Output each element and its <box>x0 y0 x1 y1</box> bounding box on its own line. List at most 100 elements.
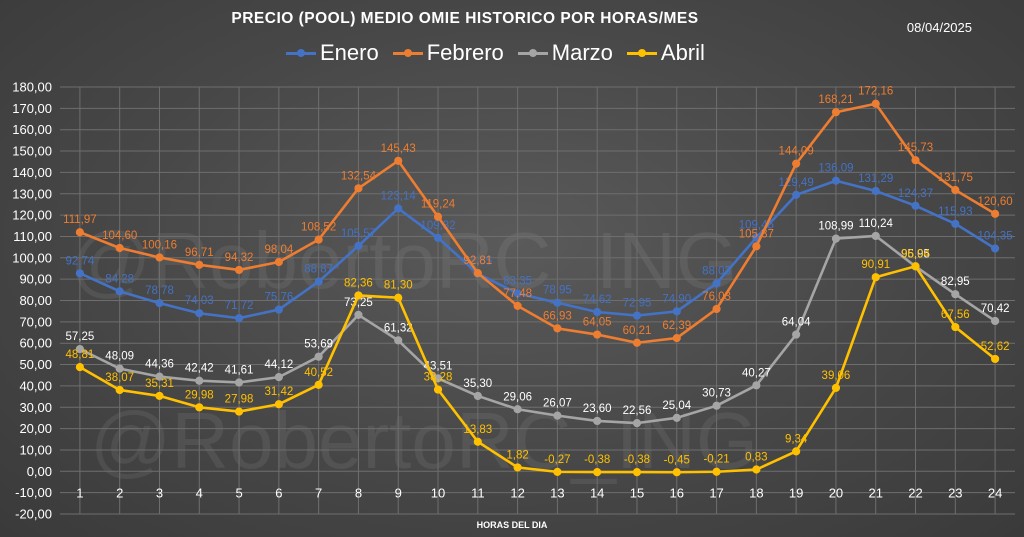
data-point <box>195 376 204 385</box>
data-point <box>115 385 124 395</box>
data-label: 104,35 <box>978 231 1013 243</box>
data-point <box>433 212 443 221</box>
data-label: 100,16 <box>142 239 177 251</box>
data-point <box>553 467 562 476</box>
legend-swatch <box>286 48 316 58</box>
x-axis-title: HORAS DEL DIA <box>477 520 548 530</box>
data-point <box>871 273 880 282</box>
data-point <box>991 244 1000 253</box>
legend-swatch <box>626 48 657 58</box>
data-label: 115,93 <box>938 206 972 218</box>
data-label: 31,42 <box>264 386 293 398</box>
y-tick-label: 150,00 <box>12 144 52 159</box>
y-tick-label: 90,00 <box>19 272 52 287</box>
data-label: 76,03 <box>702 291 731 303</box>
data-point <box>473 269 482 278</box>
x-tick-label: 22 <box>908 486 922 501</box>
data-label: 73,25 <box>344 297 373 309</box>
legend-item-enero: Enero <box>286 40 379 66</box>
data-label: 25,04 <box>662 400 691 412</box>
data-label: 64,05 <box>583 317 612 329</box>
data-label: 44,36 <box>145 359 174 371</box>
data-point <box>314 235 323 244</box>
data-label: -0,27 <box>544 454 570 466</box>
x-tick-label: 5 <box>235 486 242 501</box>
data-point <box>354 241 363 251</box>
data-point <box>433 233 443 243</box>
data-label: -0,38 <box>624 454 650 466</box>
data-label: 104,60 <box>102 230 137 242</box>
data-point <box>752 242 761 251</box>
data-label: 82,36 <box>344 277 373 289</box>
data-label: 78,78 <box>145 285 174 297</box>
data-point <box>593 330 602 339</box>
data-label: 105,57 <box>341 228 376 240</box>
y-tick-label: 40,00 <box>19 378 52 393</box>
y-tick-label: -20,00 <box>15 507 52 522</box>
x-tick-label: 24 <box>988 486 1002 501</box>
x-tick-label: 14 <box>590 486 604 501</box>
data-label: 13,83 <box>463 424 492 436</box>
x-tick-label: 1 <box>76 486 83 501</box>
data-point <box>274 305 283 314</box>
data-label: 84,28 <box>105 273 134 285</box>
data-point <box>115 287 124 296</box>
data-label: 108,52 <box>301 222 336 234</box>
legend-label: Enero <box>320 40 379 65</box>
data-label: 123,14 <box>381 190 417 202</box>
data-point <box>792 447 801 456</box>
data-point <box>951 322 960 332</box>
data-point <box>593 468 602 477</box>
y-tick-label: 20,00 <box>19 421 52 436</box>
data-label: 108,99 <box>818 221 853 233</box>
data-label: 53,69 <box>304 339 333 351</box>
data-label: 96,71 <box>185 247 214 259</box>
x-tick-label: 10 <box>431 486 445 501</box>
data-point <box>394 293 403 302</box>
data-label: 30,73 <box>702 388 731 400</box>
data-point <box>314 380 323 389</box>
x-tick-label: 8 <box>355 486 362 501</box>
data-label: 62,39 <box>662 320 691 332</box>
x-tick-label: 11 <box>471 486 485 501</box>
legend-swatch <box>392 48 423 58</box>
data-point <box>672 333 681 343</box>
data-label: 92,74 <box>66 255 95 267</box>
data-label: 81,30 <box>384 280 413 292</box>
data-point <box>234 265 244 275</box>
data-point <box>354 291 363 300</box>
data-label: 39,06 <box>822 370 851 382</box>
data-label: 145,43 <box>381 143 416 155</box>
data-point <box>672 468 681 477</box>
data-label: 35,30 <box>463 378 492 390</box>
y-tick-label: 160,00 <box>12 122 52 137</box>
x-tick-label: 4 <box>196 486 203 501</box>
data-label: 57,25 <box>66 331 95 343</box>
y-tick-label: 0,00 <box>27 464 52 479</box>
data-point <box>792 159 801 168</box>
data-point <box>553 324 562 333</box>
data-point <box>274 373 283 382</box>
legend-item-marzo: Marzo <box>517 40 613 66</box>
y-tick-label: 10,00 <box>19 442 52 457</box>
data-label: 92,81 <box>463 255 492 267</box>
data-point <box>155 372 164 381</box>
series-line-febrero <box>79 102 996 345</box>
x-tick-label: 13 <box>550 486 564 501</box>
legend-item-febrero: Febrero <box>392 40 504 66</box>
data-label: 38,28 <box>424 372 453 384</box>
chart-title: PRECIO (POOL) MEDIO OMIE HISTORICO POR H… <box>231 10 699 27</box>
data-point <box>911 201 920 210</box>
data-label: 105,37 <box>739 228 774 240</box>
y-tick-label: 100,00 <box>12 250 52 265</box>
data-point <box>911 156 920 165</box>
legend: Enero Febrero Marzo Abril <box>286 40 705 66</box>
y-tick-label: 130,00 <box>12 186 52 201</box>
date-label: 08/04/2025 <box>906 20 972 35</box>
data-point <box>75 344 84 354</box>
data-point <box>752 381 761 390</box>
x-tick-label: 7 <box>315 486 322 501</box>
data-label: 83,35 <box>503 275 532 287</box>
data-point <box>991 209 1000 218</box>
